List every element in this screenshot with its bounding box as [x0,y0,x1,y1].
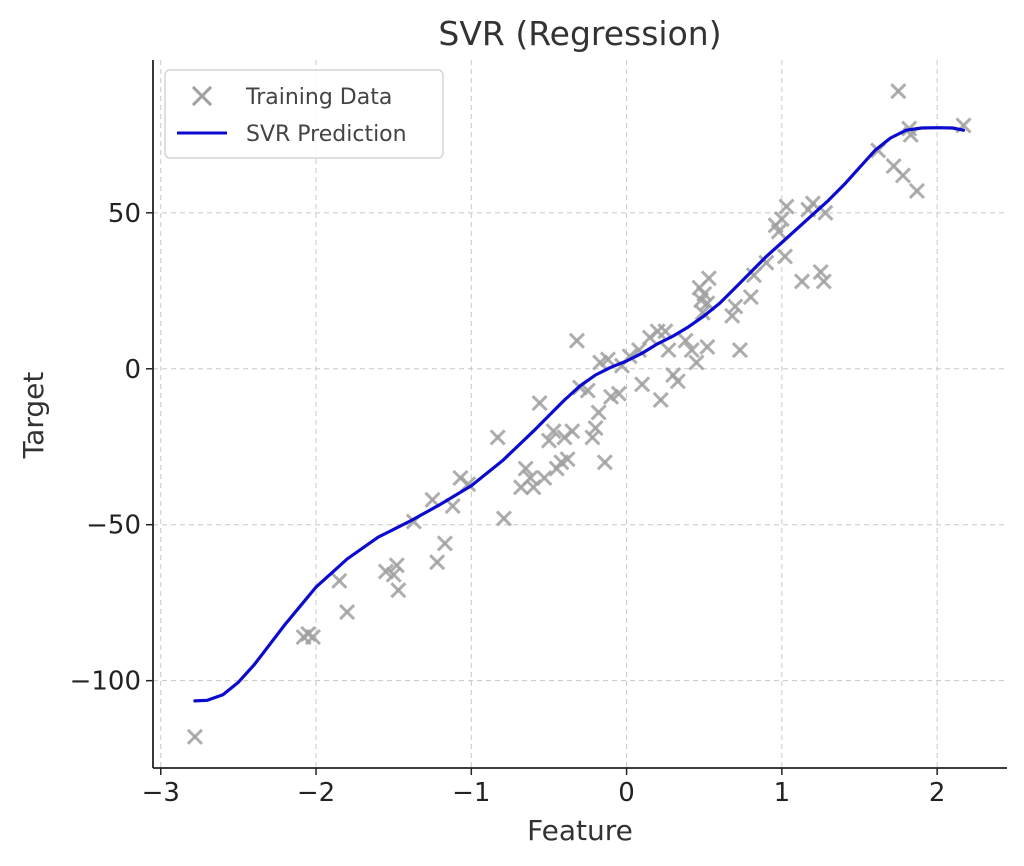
data-point [652,391,669,409]
data-point [429,554,446,571]
y-tick-label: 0 [124,355,141,385]
data-point [331,572,348,589]
data-point [630,342,648,359]
data-point [773,211,790,228]
legend-label-svr: SVR Prediction [246,122,407,147]
svr-prediction-line-group [193,126,966,703]
data-point [894,167,912,184]
data-point [390,582,407,599]
data-point [908,182,926,200]
legend-label-training: Training Data [245,85,392,110]
x-tick-label: 2 [929,778,946,808]
data-point [699,338,716,356]
data-point [634,376,651,393]
data-point [677,332,694,349]
x-axis-label: Feature [527,814,633,847]
y-axis-label: Target [17,372,50,460]
legend-scatter-marker [191,85,213,107]
legend-box [164,69,444,159]
data-point [745,267,762,284]
chart-title: SVR (Regression) [438,14,721,53]
data-point [596,454,613,471]
data-point [584,429,601,446]
data-point [694,304,711,321]
data-point [742,288,759,306]
data-point [610,385,627,402]
svr-prediction-line [193,126,966,703]
data-point [724,307,741,324]
data-point [186,728,203,745]
data-point [778,198,795,215]
data-point [559,451,576,468]
x-tick-label: 1 [774,778,791,808]
data-point [579,382,596,399]
data-point [660,342,677,359]
data-point [522,469,539,486]
data-point [683,342,700,359]
data-point [540,432,558,449]
data-point [890,83,907,100]
axes [146,60,1007,775]
data-point [545,423,562,440]
data-point [388,557,405,574]
x-tick-label: −1 [452,778,490,808]
data-point [495,510,512,527]
data-point [339,603,356,621]
grid [153,60,1007,768]
data-point [776,248,794,265]
data-point [815,273,832,290]
data-point [536,469,553,486]
data-point [727,298,744,315]
x-tick-label: −3 [142,778,180,808]
data-point [304,628,321,646]
x-tick-label: −2 [297,778,335,808]
tick-labels: −3 −2 −1 0 1 2 −100 −50 0 50 [70,199,946,808]
data-point [770,223,787,240]
y-tick-label: −100 [70,667,141,697]
data-point [436,535,453,552]
data-point [590,404,607,421]
y-tick-label: −50 [86,511,141,541]
data-point [531,395,548,412]
x-tick-label: 0 [618,778,635,808]
data-point [688,354,705,371]
data-point [812,264,829,281]
data-point [669,373,686,390]
data-point [517,460,534,477]
data-point [568,332,585,349]
data-point [599,351,617,368]
data-point [696,285,713,302]
data-point [793,273,811,290]
data-point [385,566,402,583]
data-point [564,423,581,440]
y-tick-label: 50 [108,199,141,229]
data-point [758,254,775,271]
data-point [700,270,717,287]
training-data-points [186,83,972,745]
data-point [587,419,604,437]
data-point [731,342,748,359]
legend: Training Data SVR Prediction [164,69,444,159]
data-point [489,429,506,446]
